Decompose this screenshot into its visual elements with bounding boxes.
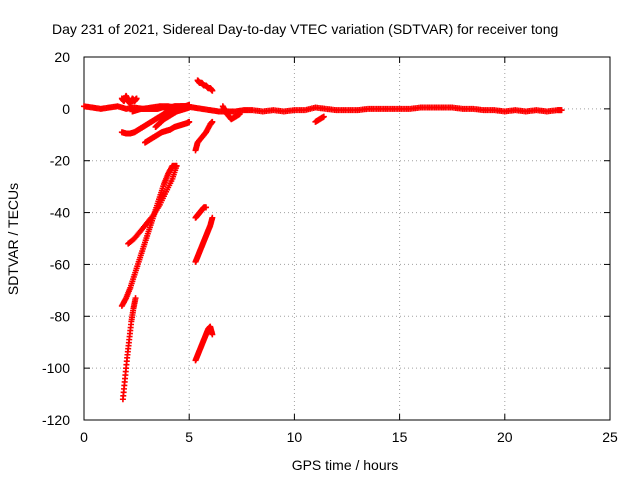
x-tick-label: 20: [497, 429, 513, 445]
x-axis-title: GPS time / hours: [292, 457, 399, 473]
data-points: [81, 77, 565, 403]
y-tick-label: -20: [50, 153, 70, 169]
y-tick-label: -80: [50, 308, 70, 324]
data-point: [209, 214, 216, 221]
data-point: [173, 162, 180, 169]
y-tick-label: -100: [42, 360, 70, 376]
y-tick-label: 20: [54, 49, 70, 65]
y-tick-label: -40: [50, 205, 70, 221]
chart-title: Day 231 of 2021, Sidereal Day-to-day VTE…: [52, 21, 558, 37]
data-point: [236, 111, 243, 118]
axis-ticks: 0 5 10 15 20 25 -120 -100 -80 -60 -40 -20 0 20: [42, 49, 618, 445]
grid: [84, 57, 610, 420]
data-point: [186, 104, 193, 111]
data-point: [209, 118, 216, 125]
data-point: [558, 107, 565, 114]
data-point: [209, 87, 216, 94]
x-tick-label: 10: [287, 429, 303, 445]
x-tick-label: 0: [80, 429, 88, 445]
y-axis-title: SDTVAR / TECUs: [5, 183, 21, 295]
x-tick-label: 25: [602, 429, 618, 445]
data-point: [320, 113, 327, 120]
x-tick-label: 5: [185, 429, 193, 445]
y-tick-label: 0: [62, 101, 70, 117]
plot-frame: [83, 56, 611, 421]
data-point: [133, 95, 140, 102]
x-tick-label: 15: [392, 429, 408, 445]
data-point: [209, 331, 216, 338]
data-point: [132, 295, 139, 302]
data-point: [203, 204, 210, 211]
y-tick-label: -60: [50, 256, 70, 272]
y-tick-label: -120: [42, 412, 70, 428]
data-point: [186, 118, 193, 125]
